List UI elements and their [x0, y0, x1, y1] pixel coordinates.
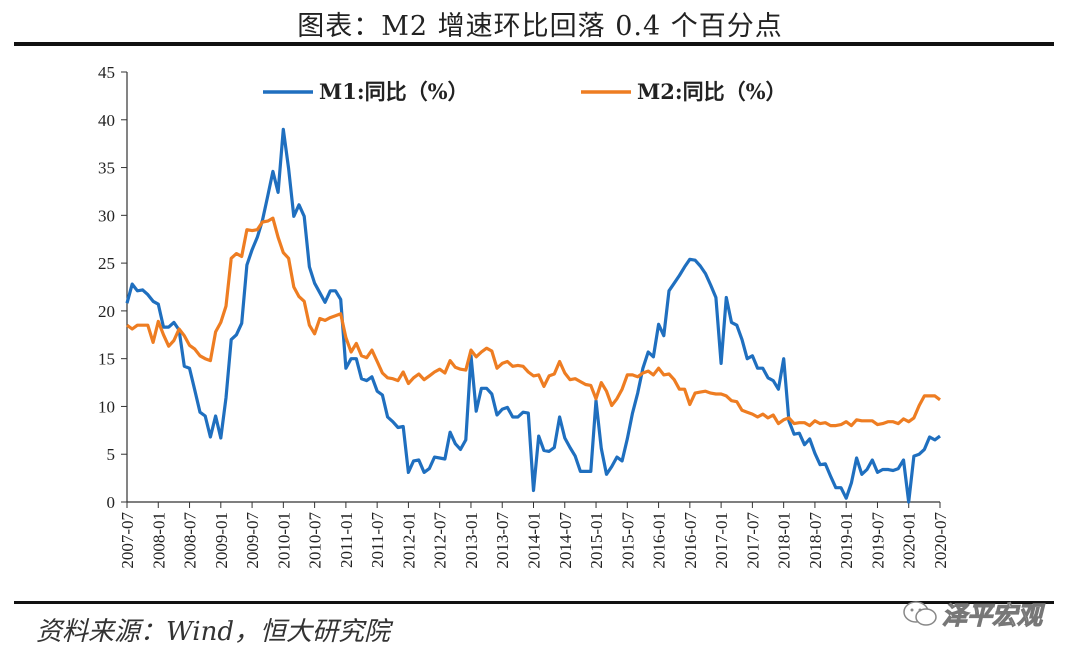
x-tick-label: 2015-01 [587, 512, 606, 569]
x-tick-label: 2011-01 [337, 512, 356, 568]
x-tick-label: 2008-01 [149, 512, 168, 569]
x-tick-label: 2018-07 [806, 512, 825, 569]
y-tick-label: 35 [98, 159, 115, 178]
chart-title: 图表：M2 增速环比回落 0.4 个百分点 [297, 11, 783, 42]
y-tick-label: 15 [98, 350, 115, 369]
x-tick-label: 2012-01 [399, 512, 418, 569]
x-tick-label: 2016-01 [650, 512, 669, 569]
x-tick-label: 2020-01 [900, 512, 919, 569]
chart-series [125, 127, 941, 504]
y-tick-label: 20 [98, 302, 115, 321]
chart-axes: 0 5 10 15 20 25 30 35 40 45 2007-07 2008-01 2008-07 2… [98, 63, 950, 569]
watermark: 泽平宏观 [902, 594, 1052, 634]
legend-m2-label: M2:同比（%） [637, 79, 787, 104]
y-tick-label: 0 [107, 493, 116, 512]
x-tick-label: 2008-07 [181, 512, 200, 569]
x-tick-label: 2014-07 [556, 512, 575, 569]
x-tick-label: 2010-07 [306, 512, 325, 569]
x-tick-label: 2018-01 [775, 512, 794, 569]
x-tick-label: 2007-07 [118, 512, 137, 569]
x-tick-label: 2020-07 [931, 512, 950, 569]
wechat-icon [903, 601, 937, 626]
x-tick-label: 2016-07 [681, 512, 700, 569]
m2-series-line [126, 216, 941, 428]
x-tick-label: 2009-01 [212, 512, 231, 569]
x-tick-label: 2013-07 [493, 512, 512, 569]
y-tick-label: 30 [98, 206, 115, 225]
y-tick-label: 5 [107, 445, 116, 464]
y-tick-label: 40 [98, 111, 115, 130]
line-chart: 0 5 10 15 20 25 30 35 40 45 2007-07 2008-01 2008-07 2… [98, 63, 950, 569]
legend-m1-label: M1:同比（%） [319, 79, 469, 104]
m1-series-line [125, 127, 941, 504]
x-tick-label: 2010-01 [274, 512, 293, 569]
bottom-rule [14, 601, 1054, 604]
x-tick-label: 2017-07 [743, 512, 762, 569]
x-tick-label: 2019-01 [837, 512, 856, 569]
x-tick-label: 2012-07 [431, 512, 450, 569]
x-tick-label: 2017-01 [712, 512, 731, 569]
y-tick-label: 25 [98, 254, 115, 273]
y-tick-label: 10 [98, 397, 115, 416]
x-tick-label: 2011-07 [368, 512, 387, 569]
x-tick-label: 2014-01 [525, 512, 544, 569]
x-tick-label: 2009-07 [243, 512, 262, 569]
x-tick-label: 2013-01 [462, 512, 481, 569]
watermark-text: 泽平宏观 [941, 601, 1043, 631]
x-tick-label: 2015-07 [618, 512, 637, 569]
x-tick-label: 2019-07 [868, 512, 887, 569]
y-tick-label: 45 [98, 63, 115, 82]
top-rule [14, 42, 1054, 46]
source-note: 资料来源：Wind，恒大研究院 [36, 617, 390, 647]
chart-legend: M1:同比（%） M2:同比（%） [263, 79, 787, 104]
